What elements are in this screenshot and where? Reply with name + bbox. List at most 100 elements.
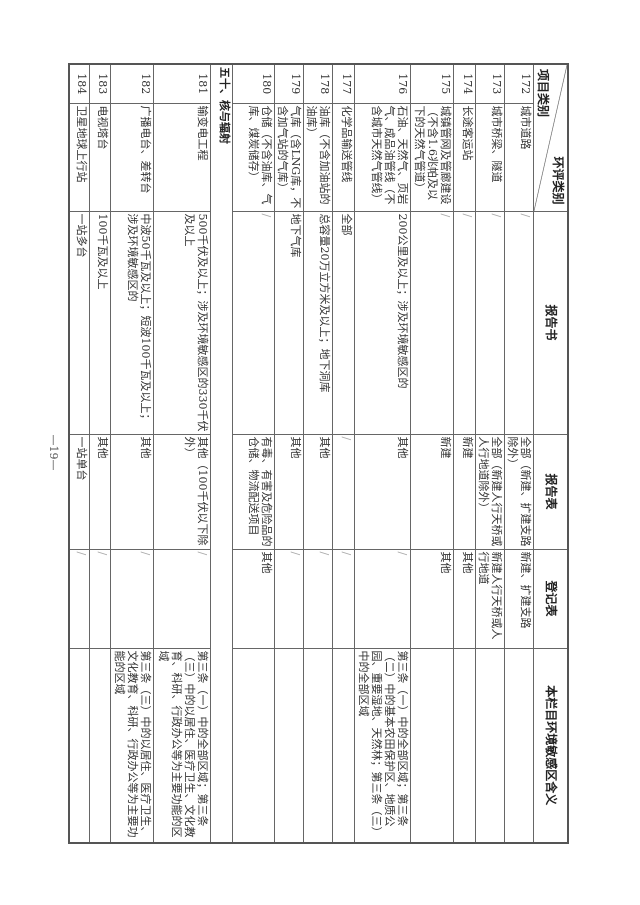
sensitive-area-cell xyxy=(90,648,111,843)
item-number: 175 xyxy=(411,64,454,103)
project-name: 城市桥梁、隧道 xyxy=(476,103,505,211)
sensitive-area-cell xyxy=(505,648,534,843)
report-book-cell: 一站多台 xyxy=(69,211,90,434)
report-form-cell: / xyxy=(333,434,355,549)
register-form-cell: / xyxy=(304,549,333,648)
report-book-cell: / xyxy=(411,211,454,434)
project-name: 仓储（不含油库、气库、煤炭储存） xyxy=(233,103,275,211)
report-book-cell: 200公里及以上；涉及环境敏感区的 xyxy=(355,211,411,434)
project-name: 城市道路 xyxy=(505,103,534,211)
project-name: 化学品输送管线 xyxy=(333,103,355,211)
item-number: 177 xyxy=(333,64,355,103)
project-name: 城镇管网及管廊建设（不含1.6兆帕及以下的天然气管道） xyxy=(411,103,454,211)
page-number: —19— xyxy=(47,434,60,471)
project-name: 石油、天然气、页岩气、成品油管线（不含城市天然气管线） xyxy=(355,103,411,211)
report-book-cell: / xyxy=(476,211,505,434)
report-form-cell: 其他 xyxy=(304,434,333,549)
sensitive-area-cell: 第三条（三）中的以居住、医疗卫生、文化教育、科研、行政办公等为主要功能的区域 xyxy=(111,648,154,843)
project-name: 电视塔台 xyxy=(90,103,111,211)
report-form-cell: 新建 xyxy=(411,434,454,549)
report-book-cell: 中波50千瓦及以上；短波100千瓦及以上；涉及环境敏感区的 xyxy=(111,211,154,434)
register-form-cell: 其他 xyxy=(411,549,454,648)
report-book-cell: 100千瓦及以上 xyxy=(90,211,111,434)
project-name: 气库（含LNG库，不含加气站的气库） xyxy=(275,103,304,211)
sensitive-area-cell: 第三条（一）中的全部区域；第三条（二）中的基本农田保护区、地质公园、重要湿地、天… xyxy=(355,648,411,843)
item-number: 184 xyxy=(69,64,90,103)
sensitive-area-cell xyxy=(304,648,333,843)
sensitive-area-cell xyxy=(69,648,90,843)
eia-category-table: 环评类别 项目类别 报告书 报告表 登记表 本栏目环境敏感区含义 172 城市道路… xyxy=(68,63,569,844)
register-form-cell: / xyxy=(154,549,211,648)
project-name: 广播电台、差转台 xyxy=(111,103,154,211)
report-form-cell: 全部（新建、扩建支路除外） xyxy=(505,434,534,549)
table-row: 172 城市道路 / 全部（新建、扩建支路除外） 新建、扩建支路 xyxy=(505,64,534,843)
project-name: 卫星地球上行站 xyxy=(69,103,90,211)
report-form-cell: 一站单台 xyxy=(69,434,90,549)
report-book-cell: / xyxy=(505,211,534,434)
sensitive-area-cell xyxy=(333,648,355,843)
project-category-label: 项目类别 xyxy=(536,69,551,118)
register-form-cell: / xyxy=(355,549,411,648)
report-book-cell: / xyxy=(233,211,275,434)
item-number: 176 xyxy=(355,64,411,103)
report-form-cell: 有毒、有害及危险品的仓储、物流配送项目 xyxy=(233,434,275,549)
report-book-cell: / xyxy=(454,211,476,434)
report-form-cell: 其他 xyxy=(355,434,411,549)
eia-category-label: 环评类别 xyxy=(551,156,565,205)
table-row: 183 电视塔台 100千瓦及以上 其他 / xyxy=(90,64,111,843)
item-number: 179 xyxy=(275,64,304,103)
table-row: 178 油库（不含加油站的油库） 总容量20万立方米及以上；地下洞库 其他 / xyxy=(304,64,333,843)
report-book-cell: 500千伏及以上；涉及环境敏感区的330千伏及以上 xyxy=(154,211,211,434)
table-row: 177 化学品输送管线 全部 / / xyxy=(333,64,355,843)
header-sensitive-area: 本栏目环境敏感区含义 xyxy=(534,648,568,843)
report-form-cell: 其他（100千伏以下除外） xyxy=(154,434,211,549)
sensitive-area-cell xyxy=(275,648,304,843)
section-row: 五十、核与辐射 xyxy=(211,64,233,843)
rotated-page: 环评类别 项目类别 报告书 报告表 登记表 本栏目环境敏感区含义 172 城市道路… xyxy=(47,63,569,844)
report-form-cell: 其他 xyxy=(111,434,154,549)
table-row: 181 输变电工程 500千伏及以上；涉及环境敏感区的330千伏及以上 其他（100千… xyxy=(154,64,211,843)
item-number: 178 xyxy=(304,64,333,103)
report-book-cell: 地下气库 xyxy=(275,211,304,434)
register-form-cell: / xyxy=(111,549,154,648)
register-form-cell: 新建人行天桥或人行地道 xyxy=(476,549,505,648)
table-row: 173 城市桥梁、隧道 / 全部（新建人行天桥或人行地道除外） 新建人行天桥或人行地道 xyxy=(476,64,505,843)
item-number: 183 xyxy=(90,64,111,103)
register-form-cell: / xyxy=(333,549,355,648)
item-number: 181 xyxy=(154,64,211,103)
item-number: 174 xyxy=(454,64,476,103)
section-title: 五十、核与辐射 xyxy=(211,64,233,843)
table-row: 184 卫星地球上行站 一站多台 一站单台 / xyxy=(69,64,90,843)
header-register-form: 登记表 xyxy=(534,549,568,648)
table-row: 175 城镇管网及管廊建设（不含1.6兆帕及以下的天然气管道） / 新建 其他 xyxy=(411,64,454,843)
sensitive-area-cell: 第三条（一）中的全部区域；第三条（三）中的以居住、医疗卫生、文化教育、科研、行政… xyxy=(154,648,211,843)
header-report-form: 报告表 xyxy=(534,434,568,549)
report-form-cell: 新建 xyxy=(454,434,476,549)
sensitive-area-cell xyxy=(476,648,505,843)
item-number: 172 xyxy=(505,64,534,103)
report-form-cell: 其他 xyxy=(275,434,304,549)
report-book-cell: 全部 xyxy=(333,211,355,434)
item-number: 180 xyxy=(233,64,275,103)
report-book-cell: 总容量20万立方米及以上；地下洞库 xyxy=(304,211,333,434)
register-form-cell: / xyxy=(90,549,111,648)
header-row: 环评类别 项目类别 报告书 报告表 登记表 本栏目环境敏感区含义 xyxy=(534,64,568,843)
register-form-cell: 其他 xyxy=(233,549,275,648)
register-form-cell: / xyxy=(69,549,90,648)
report-form-cell: 其他 xyxy=(90,434,111,549)
table-body: 172 城市道路 / 全部（新建、扩建支路除外） 新建、扩建支路 173 城市桥梁、隧道 / 全… xyxy=(69,64,534,843)
sensitive-area-cell xyxy=(454,648,476,843)
project-name: 长途客运站 xyxy=(454,103,476,211)
table-row: 179 气库（含LNG库，不含加气站的气库） 地下气库 其他 / xyxy=(275,64,304,843)
register-form-cell: 其他 xyxy=(454,549,476,648)
project-name: 油库（不含加油站的油库） xyxy=(304,103,333,211)
project-name: 输变电工程 xyxy=(154,103,211,211)
report-form-cell: 全部（新建人行天桥或人行地道除外） xyxy=(476,434,505,549)
table-row: 180 仓储（不含油库、气库、煤炭储存） / 有毒、有害及危险品的仓储、物流配送项目其… xyxy=(233,64,275,843)
sensitive-area-cell xyxy=(411,648,454,843)
diagonal-header-cell: 环评类别 项目类别 xyxy=(534,64,568,211)
register-form-cell: 新建、扩建支路 xyxy=(505,549,534,648)
table-row: 182 广播电台、差转台 中波50千瓦及以上；短波100千瓦及以上；涉及环境敏感区的… xyxy=(111,64,154,843)
table-row: 176 石油、天然气、页岩气、成品油管线（不含城市天然气管线） 200公里及以上；涉… xyxy=(355,64,411,843)
register-form-cell: / xyxy=(275,549,304,648)
